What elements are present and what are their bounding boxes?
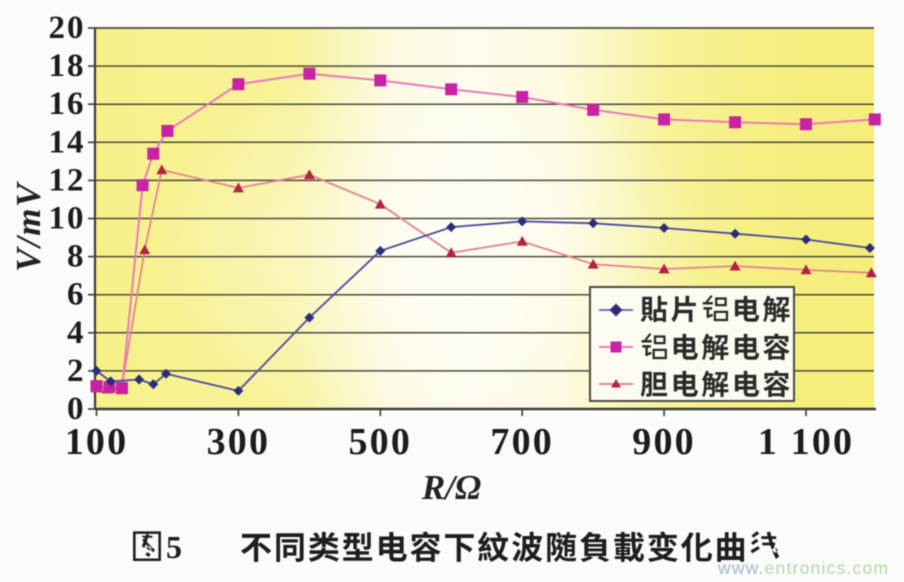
- svg-text:5: 5: [166, 529, 182, 565]
- svg-text:V/mV: V/mV: [9, 181, 48, 272]
- svg-text:16: 16: [49, 86, 86, 122]
- svg-text:20: 20: [49, 10, 86, 46]
- svg-text:4: 4: [67, 315, 86, 351]
- svg-text:8: 8: [67, 239, 86, 275]
- svg-text:100: 100: [65, 421, 129, 463]
- svg-text:www.entronics.com: www.entronics.com: [717, 558, 889, 578]
- svg-text:18: 18: [49, 48, 86, 84]
- svg-text:700: 700: [490, 421, 554, 463]
- svg-text:500: 500: [348, 421, 412, 463]
- svg-text:1 100: 1 100: [758, 421, 855, 463]
- svg-text:6: 6: [67, 277, 86, 313]
- svg-text:14: 14: [49, 124, 86, 160]
- svg-text:2: 2: [67, 353, 86, 389]
- svg-text:12: 12: [49, 162, 86, 198]
- svg-text:R/Ω: R/Ω: [421, 468, 481, 507]
- svg-text:0: 0: [67, 391, 86, 427]
- svg-text:300: 300: [207, 421, 271, 463]
- svg-text:10: 10: [49, 201, 86, 237]
- svg-text:900: 900: [632, 421, 696, 463]
